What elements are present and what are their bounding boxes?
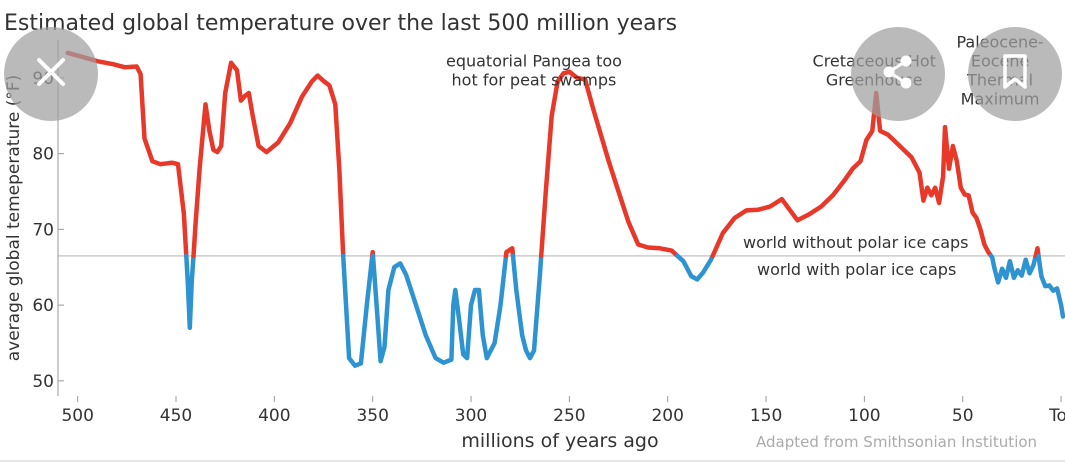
x-tick-label: 200 (651, 406, 683, 426)
x-tick-label: 100 (848, 406, 880, 426)
bookmark-button[interactable] (968, 27, 1062, 121)
x-tick-label: 300 (455, 406, 487, 426)
share-icon (878, 52, 918, 96)
temperature-line-cool (1036, 253, 1065, 319)
temperature-line-warm (65, 50, 189, 259)
y-tick-label: 80 (32, 145, 54, 165)
x-tick-label: 500 (61, 406, 93, 426)
temperature-line-warm (503, 246, 516, 259)
temperature-line-warm (538, 69, 680, 259)
temperature-line-warm (710, 90, 994, 259)
x-tick-label: 150 (750, 406, 782, 426)
temperature-line-cool (510, 253, 544, 361)
annotation-text: equatorial Pangea too (446, 52, 622, 71)
x-axis-label: millions of years ago (461, 430, 658, 452)
source-credit: Adapted from Smithsonian Institution (756, 433, 1037, 451)
threshold-label-above: world without polar ice caps (743, 233, 969, 252)
close-button[interactable] (4, 27, 98, 121)
close-icon (33, 54, 69, 94)
chart-title: Estimated global temperature over the la… (4, 11, 677, 36)
bookmark-icon (998, 52, 1032, 96)
annotation-text: hot for peat swamps (452, 71, 617, 90)
x-tick-label: 250 (553, 406, 585, 426)
x-tick-label: Today (1048, 406, 1065, 426)
temperature-line-cool (340, 253, 375, 368)
temperature-line-cool (184, 253, 196, 331)
temperature-line-cool (675, 253, 715, 282)
series-layer (65, 50, 1065, 368)
y-axis-label: average global temeperature (°F) (4, 75, 24, 362)
y-tick-label: 60 (32, 296, 54, 316)
y-tick-label: 70 (32, 220, 54, 240)
temperature-line-warm (191, 60, 346, 259)
bottom-divider (0, 460, 1065, 462)
x-tick-label: 350 (356, 406, 388, 426)
axes-layer: 908070605050045040035030025020015010050T… (32, 40, 1065, 426)
temperature-line-cool (370, 253, 509, 365)
x-tick-label: 450 (160, 406, 192, 426)
temperature-line-warm (1033, 246, 1041, 259)
x-tick-label: 400 (258, 406, 290, 426)
share-button[interactable] (851, 27, 945, 121)
x-tick-label: 50 (952, 406, 974, 426)
temperature-line-cool (988, 253, 1038, 285)
threshold-label-below: world with polar ice caps (757, 260, 956, 279)
label-layer: Estimated global temperature over the la… (4, 11, 1044, 452)
y-tick-label: 50 (32, 372, 54, 392)
